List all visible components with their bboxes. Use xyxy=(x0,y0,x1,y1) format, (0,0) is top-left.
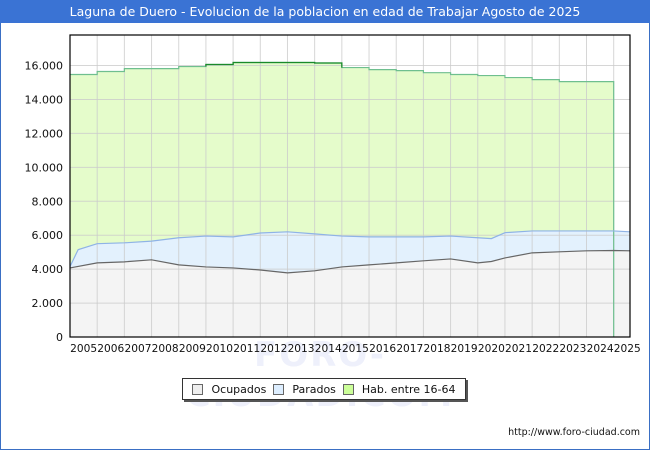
svg-text:12.000: 12.000 xyxy=(25,127,64,140)
legend: Ocupados Parados Hab. entre 16-64 xyxy=(182,378,466,400)
svg-text:2016: 2016 xyxy=(369,342,396,355)
grid-lines xyxy=(70,35,630,337)
svg-text:2022: 2022 xyxy=(532,342,559,355)
svg-text:2019: 2019 xyxy=(451,342,478,355)
legend-swatch-parados xyxy=(273,383,285,395)
svg-text:2007: 2007 xyxy=(124,342,151,355)
svg-text:8.000: 8.000 xyxy=(32,195,64,208)
legend-label-ocupados: Ocupados xyxy=(211,382,267,396)
svg-text:2010: 2010 xyxy=(206,342,233,355)
legend-swatch-hab xyxy=(342,383,354,395)
svg-text:0: 0 xyxy=(56,331,63,344)
svg-text:10.000: 10.000 xyxy=(25,161,64,174)
legend-item-hab: Hab. entre 16-64 xyxy=(342,382,456,396)
svg-text:16.000: 16.000 xyxy=(25,60,64,73)
svg-text:2018: 2018 xyxy=(423,342,450,355)
svg-text:2017: 2017 xyxy=(396,342,423,355)
svg-text:2024: 2024 xyxy=(587,342,614,355)
svg-text:2012: 2012 xyxy=(260,342,287,355)
chart-title: Laguna de Duero - Evolucion de la poblac… xyxy=(0,0,650,23)
svg-text:4.000: 4.000 xyxy=(32,263,64,276)
svg-text:2025: 2025 xyxy=(614,342,641,355)
svg-text:14.000: 14.000 xyxy=(25,93,64,106)
svg-text:2009: 2009 xyxy=(179,342,206,355)
svg-text:2008: 2008 xyxy=(152,342,179,355)
svg-text:2013: 2013 xyxy=(288,342,315,355)
legend-swatch-ocupados xyxy=(192,383,204,395)
series-lines xyxy=(69,61,631,337)
svg-text:2020: 2020 xyxy=(478,342,505,355)
svg-text:2005: 2005 xyxy=(70,342,97,355)
svg-text:6.000: 6.000 xyxy=(32,229,64,242)
svg-text:2023: 2023 xyxy=(559,342,586,355)
source-link[interactable]: http://www.foro-ciudad.com xyxy=(508,427,640,438)
svg-text:2011: 2011 xyxy=(233,342,260,355)
legend-item-parados: Parados xyxy=(273,383,336,396)
axes xyxy=(69,34,631,338)
legend-label-parados: Parados xyxy=(292,382,336,396)
x-axis-ticks: 2005 2006 2007 2008 2009 2010 2011 2012 2013 2014… xyxy=(70,342,641,355)
y-axis-ticks: 0 2.000 4.000 6.000 8.000 10.000 12.000 14.000 1… xyxy=(25,60,64,344)
svg-text:2014: 2014 xyxy=(315,342,342,355)
svg-text:2015: 2015 xyxy=(342,342,369,355)
legend-label-hab: Hab. entre 16-64 xyxy=(361,382,456,396)
series-areas xyxy=(70,62,630,338)
legend-item-ocupados: Ocupados xyxy=(192,383,266,396)
svg-text:2.000: 2.000 xyxy=(32,297,64,310)
svg-text:2021: 2021 xyxy=(505,342,532,355)
svg-text:2006: 2006 xyxy=(97,342,124,355)
